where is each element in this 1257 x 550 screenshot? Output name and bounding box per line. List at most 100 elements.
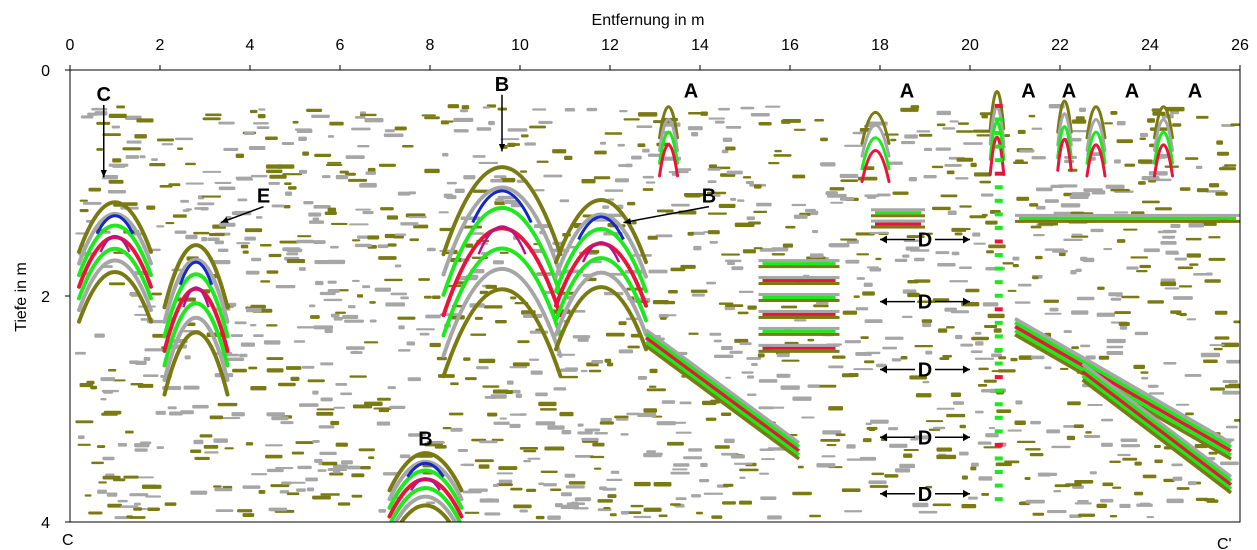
reflection-dash xyxy=(547,515,561,520)
reflection-dash xyxy=(316,408,335,411)
reflection-dash xyxy=(667,289,678,294)
hyperbola-core xyxy=(95,214,135,235)
reflection-dash xyxy=(378,508,387,513)
reflection-dash xyxy=(215,509,234,512)
reflection-dash xyxy=(1060,203,1081,208)
reflection-dash xyxy=(706,191,727,195)
reflection-dash xyxy=(330,222,348,226)
radargram-plot-area xyxy=(74,90,1240,522)
reflection-dash xyxy=(327,135,335,138)
reflection-dash xyxy=(625,163,633,168)
dipping-reflector xyxy=(644,328,801,461)
reflection-dash xyxy=(250,385,267,391)
reflection-dash xyxy=(990,353,1002,358)
reflection-dash xyxy=(972,232,981,237)
arrowhead xyxy=(963,365,970,374)
reflection-dash xyxy=(939,357,950,360)
reflection-dash xyxy=(619,110,628,113)
reflection-dash xyxy=(1018,355,1033,360)
reflection-dash xyxy=(981,493,990,496)
reflection-dash xyxy=(1116,121,1126,126)
layer-band xyxy=(758,282,840,286)
reflection-dash xyxy=(244,228,263,233)
reflection-dash xyxy=(134,313,149,316)
reflection-dash xyxy=(742,176,752,179)
reflection-dash xyxy=(367,235,380,240)
x-tick-label: 6 xyxy=(336,37,345,54)
reflection-dash xyxy=(668,171,689,174)
reflection-dash xyxy=(1085,431,1092,434)
reflection-dash xyxy=(637,143,646,148)
reflection-dash xyxy=(1225,425,1238,429)
reflection-dash xyxy=(797,465,804,469)
reflection-dash xyxy=(1136,270,1148,273)
reflection-dash xyxy=(271,204,285,208)
reflection-dash xyxy=(400,296,409,300)
reflection-dash xyxy=(758,406,775,410)
reflection-dash xyxy=(298,169,308,174)
reflection-dash xyxy=(1134,461,1142,466)
reflection-dash xyxy=(1122,457,1138,461)
reflection-dash xyxy=(869,485,889,488)
hyperbola-band xyxy=(860,110,891,145)
reflection-dash xyxy=(926,232,933,235)
reflection-dash xyxy=(431,295,441,299)
reflection-dash xyxy=(125,155,139,159)
reflection-dash xyxy=(954,232,963,236)
reflection-dash xyxy=(498,466,518,470)
reflection-dash xyxy=(384,233,398,239)
reflection-dash xyxy=(991,370,1004,373)
reflection-dash xyxy=(454,188,465,193)
reflection-dash xyxy=(174,230,187,234)
reflection-dash xyxy=(529,125,547,129)
reflection-dash xyxy=(218,121,235,125)
reflection-dash xyxy=(1063,330,1072,334)
arrowhead xyxy=(880,433,887,442)
reflection-dash xyxy=(190,490,208,495)
reflection-dash xyxy=(314,259,331,265)
reflection-dash xyxy=(309,220,325,224)
reflection-dash xyxy=(780,385,800,390)
reflection-dash xyxy=(297,465,312,470)
reflection-dash xyxy=(869,267,882,272)
reflection-dash xyxy=(1222,379,1238,384)
reflection-dash xyxy=(615,178,630,183)
reflection-dash xyxy=(287,186,297,190)
anomaly-dash xyxy=(994,361,1003,366)
reflection-dash xyxy=(708,164,717,169)
reflection-dash xyxy=(365,171,377,175)
hyperbola-A xyxy=(658,105,679,178)
hyperbola-band xyxy=(554,198,648,265)
reflection-dash xyxy=(329,121,344,126)
reflection-dash xyxy=(666,421,687,424)
reflection-dash xyxy=(840,197,854,201)
x-tick-label: 8 xyxy=(426,37,435,54)
reflection-dash xyxy=(156,446,165,450)
hyperbola-core xyxy=(182,286,210,308)
reflection-dash xyxy=(98,481,107,484)
layer-band xyxy=(762,279,836,283)
reflection-dash xyxy=(1208,257,1226,261)
reflection-dash xyxy=(1063,238,1083,242)
reflection-dash xyxy=(351,350,360,354)
hyperbola-band xyxy=(77,212,153,266)
reflection-dash xyxy=(510,389,521,394)
reflection-dash xyxy=(661,400,676,404)
reflection-dash xyxy=(237,509,253,513)
reflection-dash xyxy=(1166,498,1184,504)
reflection-dash xyxy=(594,150,607,155)
layer-band xyxy=(871,208,925,212)
hyperbola-band xyxy=(554,227,648,294)
reflection-dash xyxy=(266,169,283,174)
hyperbola-E xyxy=(162,243,230,397)
anomaly-dash xyxy=(994,429,1003,434)
reflection-dash xyxy=(143,357,151,361)
reflection-dash xyxy=(810,210,819,216)
reflection-dash xyxy=(1012,256,1020,261)
reflection-dash xyxy=(332,470,341,474)
anomaly-dash xyxy=(994,456,1003,461)
reflection-dash xyxy=(107,503,123,508)
reflection-dash xyxy=(950,310,969,314)
reflection-dash xyxy=(112,478,126,482)
